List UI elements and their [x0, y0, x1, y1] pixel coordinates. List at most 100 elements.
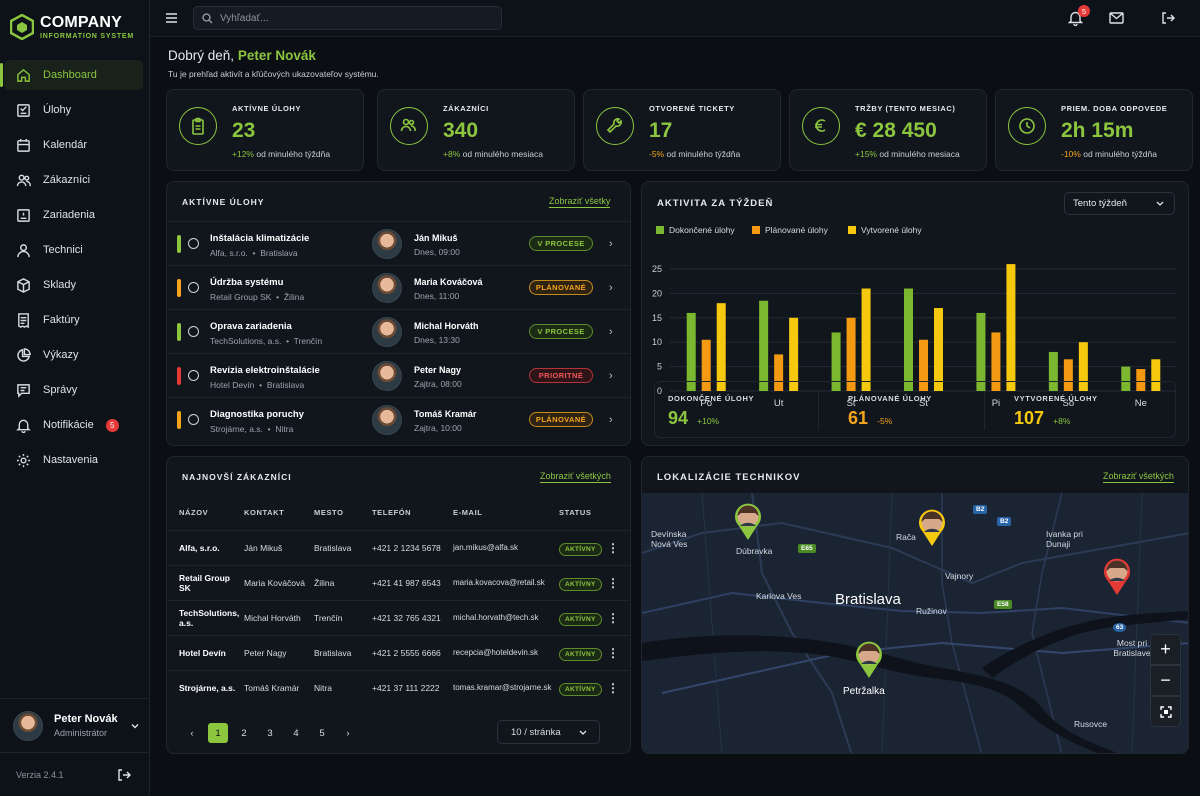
page-button[interactable]: 5: [319, 727, 325, 739]
per-page-value: 10 / stránka: [511, 726, 561, 738]
show-all-tasks-link[interactable]: Zobraziť všetky: [549, 196, 611, 208]
show-all-customers-link[interactable]: Zobraziť všetkých: [540, 471, 611, 483]
chevron-right-icon[interactable]: ›: [609, 414, 613, 426]
stat-label: AKTÍVNE ÚLOHY: [232, 104, 302, 113]
summary-divider: [818, 392, 819, 430]
task-checkbox[interactable]: [188, 326, 199, 337]
company-logo[interactable]: COMPANY INFORMATION SYSTEM: [10, 14, 134, 40]
user-menu[interactable]: Peter Novák Administrátor: [0, 698, 149, 752]
more-actions-icon[interactable]: ⋮: [607, 529, 631, 565]
stat-card[interactable]: ZÁKAZNÍCI 340 +8% od minulého mesiaca: [377, 89, 575, 171]
prev-page-button[interactable]: ‹: [190, 727, 194, 739]
priority-bar: [177, 367, 181, 385]
technician-name: Michal Horváth: [414, 321, 479, 331]
table-row[interactable]: TechSolutions, a.s. Michal Horváth Trenčín…: [167, 599, 631, 635]
sidebar-item-technici[interactable]: Technici: [4, 235, 143, 265]
zoom-out-button[interactable]: −: [1150, 665, 1181, 696]
bar: [1136, 369, 1146, 391]
chevron-right-icon[interactable]: ›: [609, 238, 613, 250]
column-header[interactable]: STATUS: [559, 507, 592, 517]
chevron-right-icon[interactable]: ›: [609, 370, 613, 382]
stat-label: PRIEM. DOBA ODPOVEDE: [1061, 104, 1168, 113]
per-page-select[interactable]: 10 / stránka: [497, 720, 600, 744]
column-header[interactable]: E-MAIL: [453, 507, 483, 517]
mail-icon[interactable]: [1109, 12, 1124, 24]
technician-map-pin[interactable]: [1102, 556, 1132, 596]
sidebar-item-notifikácie[interactable]: Notifikácie 5: [4, 410, 143, 440]
notifications-button[interactable]: 5: [1067, 5, 1090, 29]
page-button[interactable]: 4: [293, 727, 299, 739]
users-icon: [400, 118, 416, 132]
greeting-subtitle: Tu je prehľad aktivít a kľúčových ukazov…: [168, 69, 379, 79]
technician-map-pin[interactable]: [733, 501, 763, 541]
more-actions-icon[interactable]: ⋮: [607, 634, 631, 670]
task-checkbox[interactable]: [188, 238, 199, 249]
sidebar-item-faktúry[interactable]: Faktúry: [4, 305, 143, 335]
priority-bar: [177, 411, 181, 429]
sidebar-item-nastavenia[interactable]: Nastavenia: [4, 445, 143, 475]
task-row[interactable]: Diagnostika poruchy Strojárne, a.s. • Ni…: [167, 397, 631, 441]
x-tick-label: Ne: [1135, 398, 1147, 409]
table-row[interactable]: Alfa, s.r.o. Ján Mikuš Bratislava +421 2 12…: [167, 529, 631, 565]
stat-card[interactable]: PRIEM. DOBA ODPOVEDE 2h 15m -10% od minu…: [995, 89, 1193, 171]
sidebar-item-úlohy[interactable]: Úlohy: [4, 95, 143, 125]
page-button[interactable]: 2: [241, 727, 247, 739]
search-icon: [202, 12, 213, 23]
task-company: Retail Group SK: [210, 292, 272, 302]
task-row[interactable]: Revízia elektroinštalácie Hotel Devín • …: [167, 353, 631, 397]
search-box[interactable]: [193, 6, 502, 30]
sidebar-item-sklady[interactable]: Sklady: [4, 270, 143, 300]
period-select-value: Tento týždeň: [1073, 198, 1127, 209]
search-input[interactable]: [220, 12, 480, 24]
column-header[interactable]: KONTAKT: [244, 507, 285, 517]
chevron-right-icon[interactable]: ›: [609, 282, 613, 294]
sidebar-item-kalendár[interactable]: Kalendár: [4, 130, 143, 160]
status-badge: PLÁNOVANÉ: [529, 412, 593, 427]
task-checkbox[interactable]: [188, 370, 199, 381]
technician-map-pin[interactable]: [854, 639, 884, 679]
sidebar-item-dashboard[interactable]: Dashboard: [0, 60, 143, 90]
column-header[interactable]: NÁZOV: [179, 507, 209, 517]
sidebar-item-zákazníci[interactable]: Zákazníci: [4, 165, 143, 195]
sidebar-item-zariadenia[interactable]: Zariadenia: [4, 200, 143, 230]
page-button[interactable]: 1: [208, 723, 228, 743]
more-actions-icon[interactable]: ⋮: [607, 564, 631, 600]
message-icon: [15, 382, 31, 398]
column-header[interactable]: MESTO: [314, 507, 344, 517]
hamburger-menu-icon[interactable]: [165, 12, 178, 24]
task-row[interactable]: Inštalácia klimatizácie Alfa, s.r.o. • B…: [167, 221, 631, 265]
task-row[interactable]: Oprava zariadenia TechSolutions, a.s. • …: [167, 309, 631, 353]
task-checkbox[interactable]: [188, 414, 199, 425]
status-badge: PLÁNOVANÉ: [529, 280, 593, 295]
stat-card[interactable]: AKTÍVNE ÚLOHY 23 +12% od minulého týždňa: [166, 89, 364, 171]
task-row[interactable]: Údržba systému Retail Group SK • Žilina …: [167, 265, 631, 309]
logout-icon[interactable]: [117, 768, 131, 782]
page-button[interactable]: 3: [267, 727, 273, 739]
more-actions-icon[interactable]: ⋮: [607, 599, 631, 635]
chevron-right-icon[interactable]: ›: [609, 326, 613, 338]
y-tick-label: 15: [652, 313, 662, 323]
sidebar-item-správy[interactable]: Správy: [4, 375, 143, 405]
stat-card[interactable]: OTVORENÉ TICKETY 17 -5% od minulého týžd…: [583, 89, 781, 171]
more-actions-icon[interactable]: ⋮: [607, 669, 631, 705]
stat-card[interactable]: TRŽBY (TENTO MESIAC) € 28 450 +15% od mi…: [789, 89, 987, 171]
logout-icon[interactable]: [1161, 11, 1175, 25]
column-header[interactable]: TELEFÓN: [372, 507, 412, 517]
show-all-technicians-link[interactable]: Zobraziť všetkých: [1103, 471, 1174, 483]
table-row[interactable]: Retail Group SK Maria Kováčová Žilina +421 …: [167, 564, 631, 600]
zoom-in-button[interactable]: +: [1150, 634, 1181, 665]
table-row[interactable]: Strojárne, a.s. Tomáš Kramár Nitra +421 37 …: [167, 669, 631, 705]
period-select[interactable]: Tento týždeň: [1064, 192, 1175, 215]
fit-bounds-button[interactable]: [1150, 696, 1181, 727]
map-view[interactable]: E65 B2 B2 E58 63 Devínska Nová Ves Dúbra…: [642, 492, 1188, 753]
map-label: Ružinov: [916, 606, 947, 616]
table-cell: Trenčín: [314, 599, 372, 635]
technician-map-pin[interactable]: [917, 507, 947, 547]
next-page-button[interactable]: ›: [346, 727, 350, 739]
task-checkbox[interactable]: [188, 282, 199, 293]
table-cell: jan.mikus@alfa.sk: [453, 529, 559, 565]
sidebar-item-výkazy[interactable]: Výkazy: [4, 340, 143, 370]
pagination: ‹ 1 2 3 4 5 ›: [182, 723, 364, 743]
table-row[interactable]: Hotel Devín Peter Nagy Bratislava +421 2 55…: [167, 634, 631, 670]
chevron-down-icon[interactable]: [130, 721, 140, 731]
